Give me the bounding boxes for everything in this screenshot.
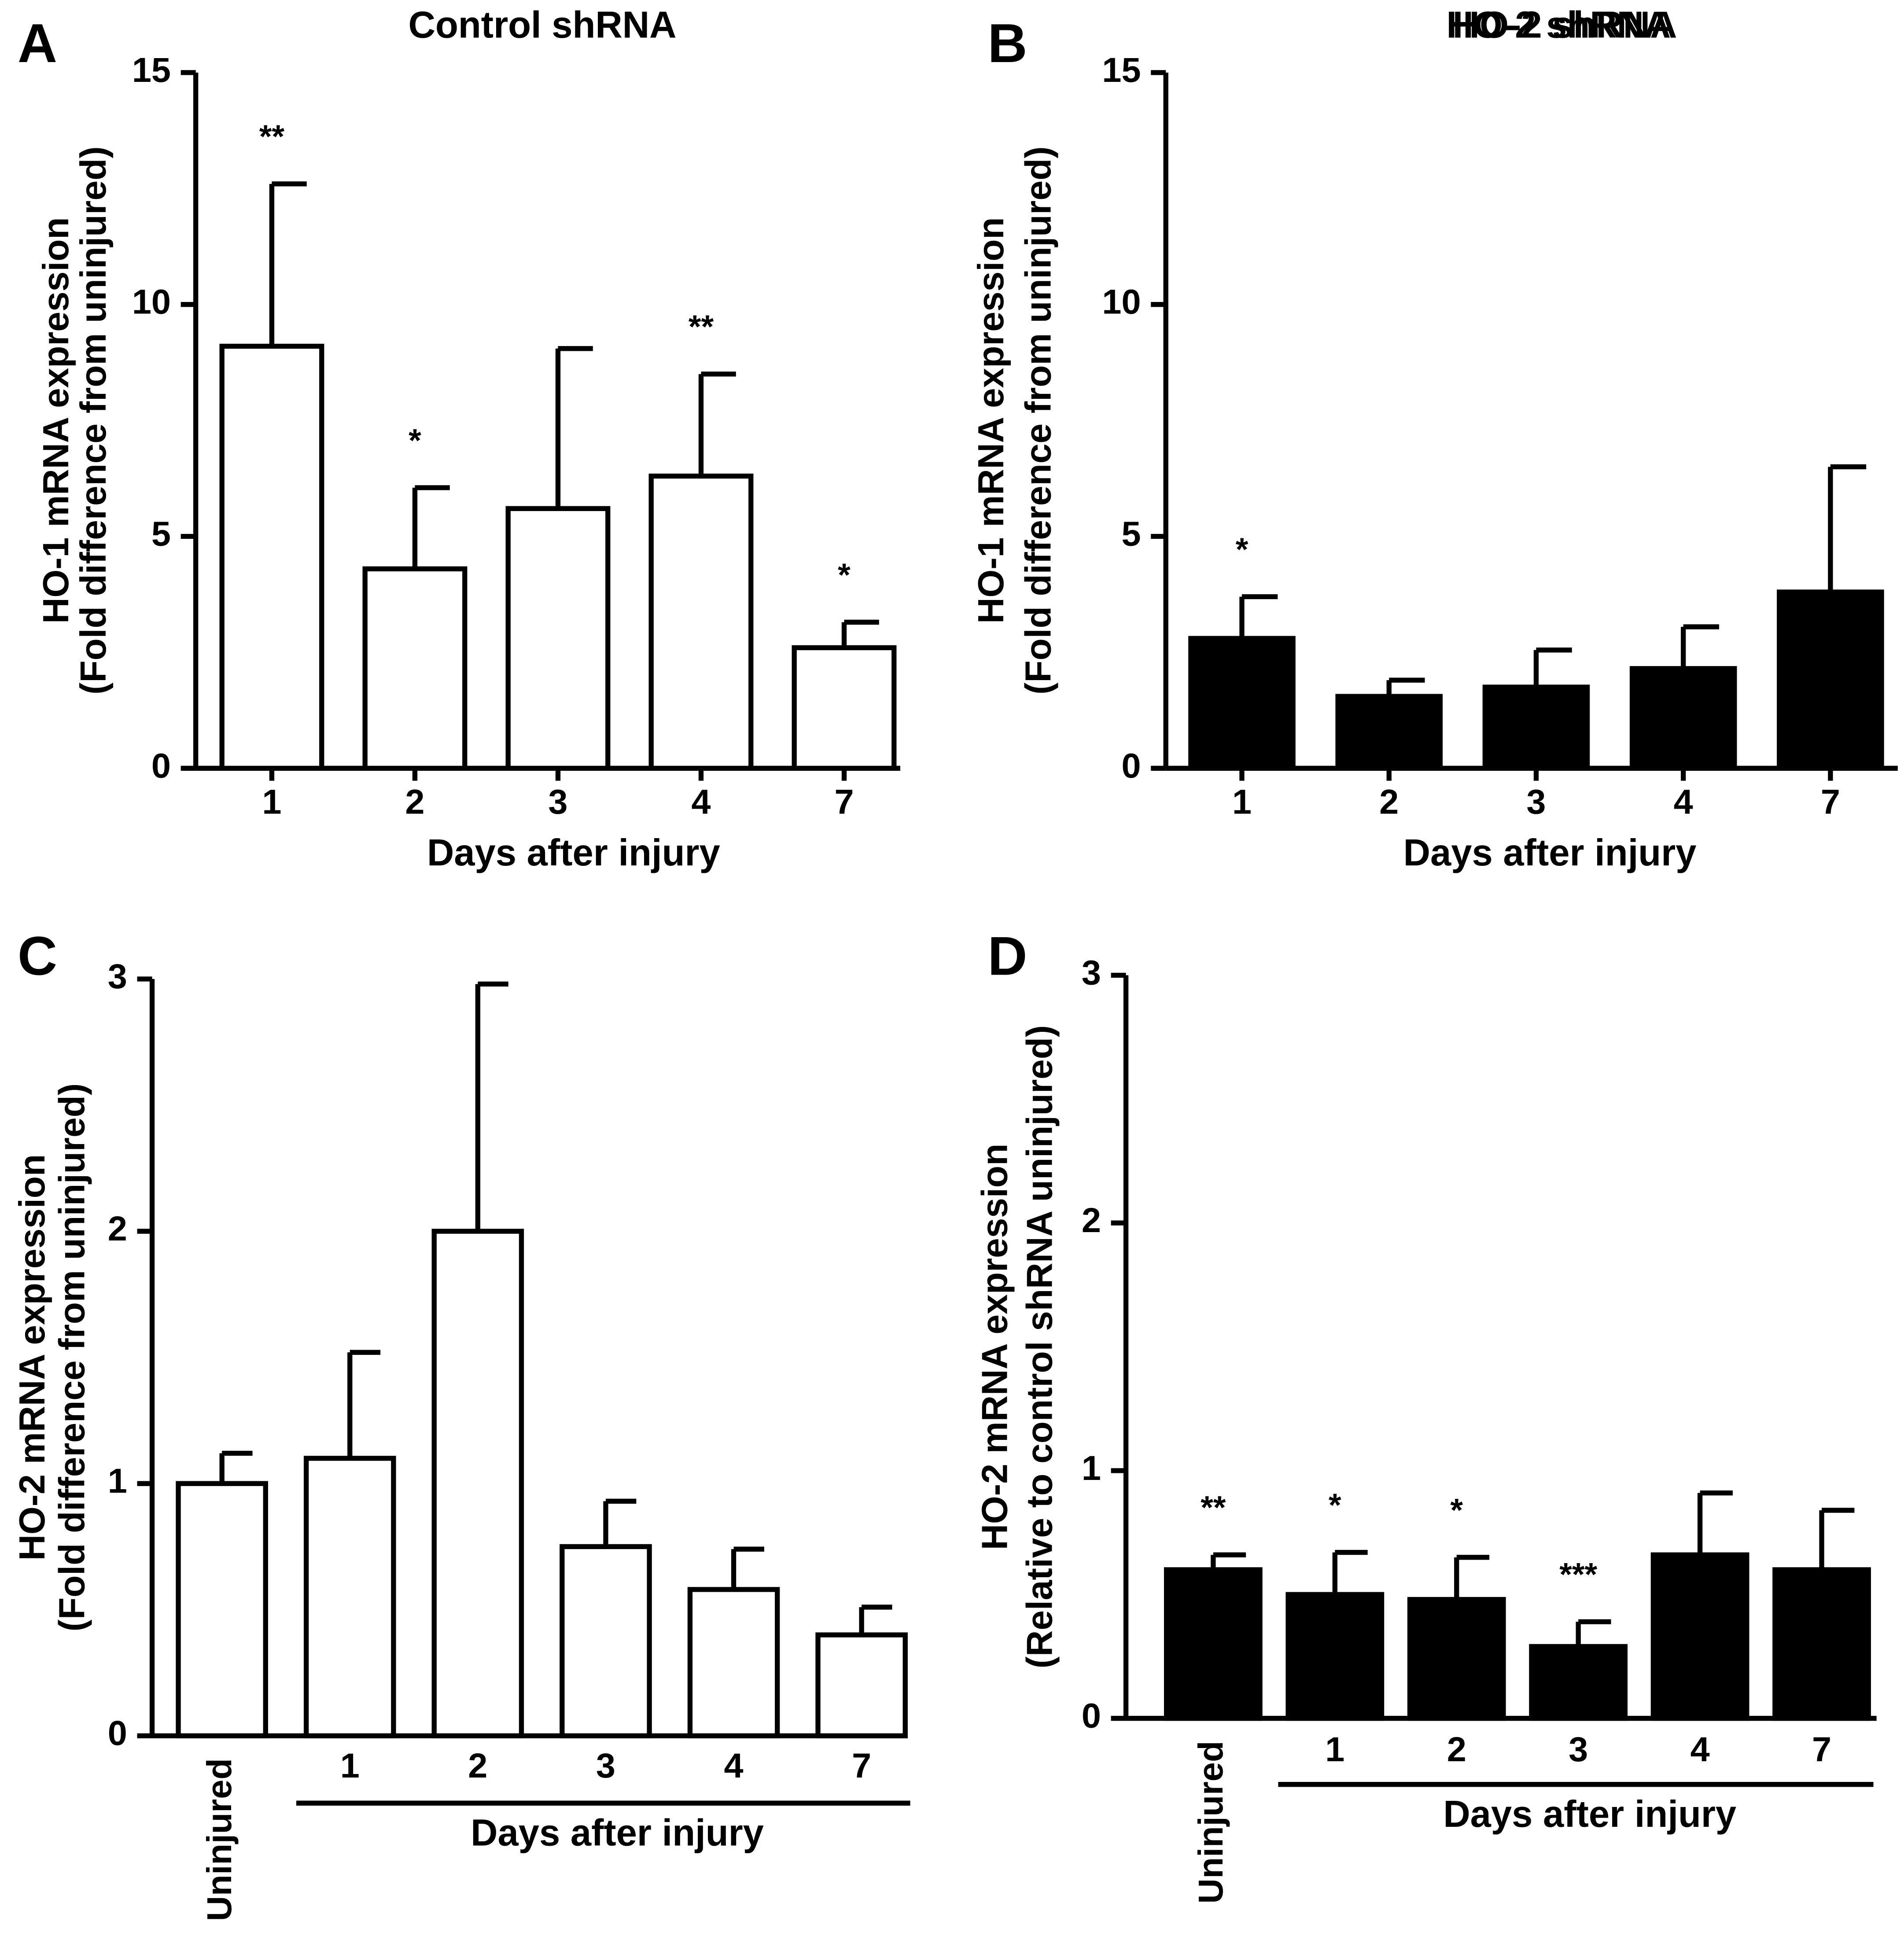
- x-tick-label: 3: [1526, 782, 1546, 821]
- x-tick-label: 4: [691, 782, 711, 821]
- x-tick-label: 4: [1690, 1730, 1710, 1769]
- x-axis-label: Days after injury: [471, 1812, 764, 1854]
- y-tick-label: 15: [132, 50, 171, 89]
- bar: [648, 473, 754, 771]
- x-tick-label: 3: [596, 1746, 615, 1785]
- x-tick-label: 3: [548, 782, 567, 821]
- panel-label: C: [18, 925, 57, 986]
- panel-label: D: [988, 925, 1027, 986]
- significance-label: **: [1201, 1489, 1226, 1526]
- bar: [792, 645, 897, 771]
- chart-title: Control shRNA: [409, 4, 677, 46]
- x-tick-label: 2: [468, 1746, 487, 1785]
- y-axis-label: (Fold difference from uninjured): [52, 1083, 92, 1632]
- y-axis-label: (Fold difference from uninjured): [1019, 146, 1059, 695]
- y-tick-label: 1: [1082, 1448, 1101, 1487]
- x-tick-label: 2: [405, 782, 424, 821]
- significance-label: **: [259, 118, 285, 155]
- y-axis-label: HO-2 mRNA expression: [12, 1154, 52, 1561]
- bar: [560, 1544, 652, 1738]
- y-tick-label: 0: [151, 746, 171, 785]
- y-tick-label: 15: [1102, 50, 1141, 89]
- bar: [1335, 694, 1443, 771]
- y-tick-label: 2: [1082, 1200, 1101, 1240]
- y-tick-label: 10: [1102, 282, 1141, 321]
- bar: [1407, 1597, 1506, 1721]
- x-tick-label: 1: [1232, 782, 1252, 821]
- y-tick-label: 3: [1082, 953, 1101, 992]
- bar: [1629, 666, 1737, 771]
- chart-title: Control shRNA: [409, 4, 677, 46]
- significance-label: *: [409, 422, 421, 458]
- x-tick-label: Uninjured: [199, 1758, 239, 1921]
- x-tick-label: 4: [1674, 782, 1693, 821]
- significance-label: **: [689, 308, 714, 345]
- x-axis-label: Days after injury: [1403, 832, 1697, 874]
- significance-label: *: [1329, 1487, 1341, 1523]
- x-tick-label: 3: [1569, 1730, 1588, 1769]
- bar: [303, 1456, 396, 1738]
- bar: [1650, 1552, 1749, 1721]
- bar: [1529, 1644, 1628, 1721]
- bar: [176, 1481, 268, 1738]
- y-axis-label: (Fold difference from uninjured): [74, 146, 114, 695]
- x-tick-label: 1: [340, 1746, 360, 1785]
- bar: [219, 343, 324, 771]
- bar: [1164, 1567, 1263, 1721]
- bar: [1777, 589, 1884, 771]
- y-axis-label: HO-1 mRNA expression: [36, 217, 76, 623]
- panel-label: A: [18, 13, 57, 74]
- x-tick-label: Uninjured: [1191, 1741, 1230, 1904]
- bar: [431, 1229, 524, 1738]
- y-tick-label: 0: [1121, 746, 1141, 785]
- y-tick-label: 0: [1082, 1696, 1101, 1735]
- x-tick-label: 2: [1379, 782, 1399, 821]
- significance-label: *: [1450, 1491, 1463, 1528]
- chart-title: HO-2 shRNA: [1447, 4, 1671, 46]
- significance-label: ***: [1559, 1556, 1597, 1593]
- y-tick-label: 3: [108, 957, 127, 996]
- x-tick-label: 1: [262, 782, 281, 821]
- x-axis-label: Days after injury: [427, 832, 720, 874]
- x-tick-label: 7: [852, 1746, 871, 1785]
- x-tick-label: 7: [834, 782, 854, 821]
- bar: [815, 1632, 908, 1738]
- bar: [1285, 1592, 1385, 1721]
- y-tick-label: 1: [108, 1461, 127, 1500]
- bar: [1482, 685, 1590, 771]
- x-tick-label: 4: [724, 1746, 744, 1785]
- y-tick-label: 2: [108, 1209, 127, 1248]
- bar: [505, 506, 611, 771]
- x-tick-label: 7: [1821, 782, 1840, 821]
- y-tick-label: 5: [1121, 514, 1141, 553]
- bar: [362, 566, 468, 771]
- y-tick-label: 5: [151, 514, 171, 553]
- y-axis-label: HO-1 mRNA expression: [971, 217, 1011, 623]
- significance-label: *: [838, 556, 851, 593]
- x-tick-label: 2: [1447, 1730, 1466, 1769]
- x-tick-label: 1: [1325, 1730, 1344, 1769]
- bar: [687, 1587, 780, 1738]
- bar: [1188, 636, 1296, 771]
- x-tick-label: 7: [1812, 1730, 1831, 1769]
- bar: [1772, 1567, 1871, 1721]
- y-tick-label: 10: [132, 282, 171, 321]
- significance-label: *: [1236, 531, 1248, 567]
- panel-label: B: [988, 13, 1027, 74]
- y-tick-label: 0: [108, 1713, 127, 1752]
- y-axis-label: HO-2 mRNA expression: [975, 1144, 1015, 1550]
- x-axis-label: Days after injury: [1443, 1793, 1736, 1835]
- chart-title: HO-2 shRNA: [1453, 4, 1677, 46]
- y-axis-label: (Relative to control shRNA uninjured): [1020, 1025, 1060, 1669]
